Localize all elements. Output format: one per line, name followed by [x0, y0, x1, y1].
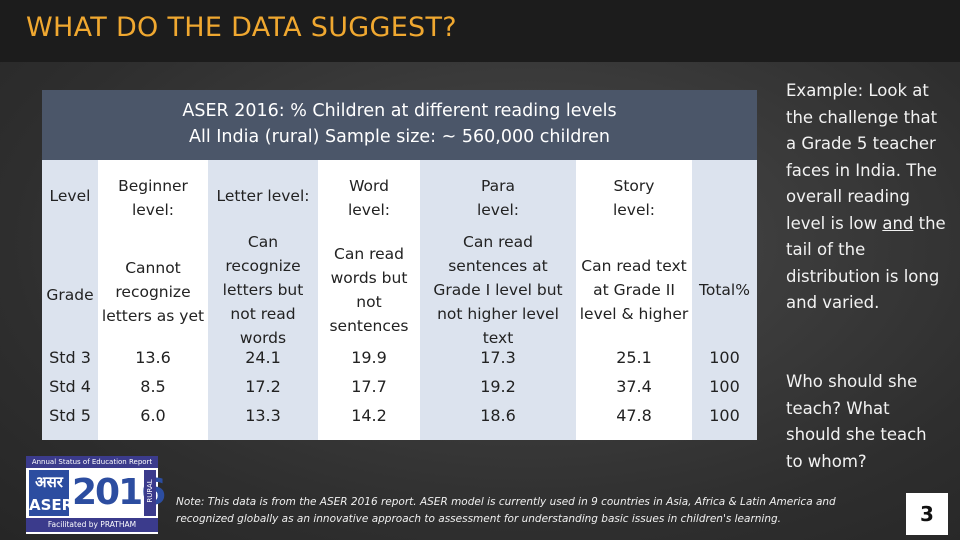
logo-facilitated-by: Facilitated by PRATHAM — [26, 518, 158, 532]
column-story: Story level: Can read text at Grade II l… — [578, 160, 690, 440]
column-level: Level Grade Std 3 Std 4 Std 5 — [42, 160, 98, 440]
logo-hindi-text: असर — [29, 470, 69, 494]
story-std4: 37.4 — [616, 377, 652, 396]
story-std3: 25.1 — [616, 348, 652, 367]
row-label-std3: Std 3 — [49, 348, 91, 367]
column-para: Para level: Can read sentences at Grade … — [420, 160, 576, 440]
letter-header: Letter level: — [216, 187, 310, 205]
word-header: Word level: — [347, 177, 391, 219]
total-header: Total% — [699, 281, 750, 299]
story-header: Story level: — [612, 177, 656, 219]
sidebar-paragraph-2: Who should she teach? What should she te… — [786, 372, 927, 471]
word-std5: 14.2 — [351, 406, 387, 425]
para-header: Para level: — [476, 177, 520, 219]
sidebar-text-1b: the tail of the distribution is long and… — [786, 213, 946, 313]
letter-std3: 24.1 — [245, 348, 281, 367]
row-label-std4: Std 4 — [49, 377, 91, 396]
level-header: Level — [49, 187, 91, 205]
sidebar-text-1a: Example: Look at the challenge that a Gr… — [786, 81, 938, 233]
para-std3: 17.3 — [480, 348, 516, 367]
word-std3: 19.9 — [351, 348, 387, 367]
para-description: Can read sentences at Grade I level but … — [433, 233, 563, 347]
footnote: Note: This data is from the ASER 2016 re… — [176, 496, 836, 525]
beginner-header: Beginner level: — [118, 177, 188, 219]
table-header: ASER 2016: % Children at different readi… — [42, 90, 757, 160]
column-word: Word level: Can read words but not sente… — [320, 160, 418, 440]
logo-year: 2016 — [72, 472, 166, 513]
total-std4: 100 — [709, 377, 740, 396]
sidebar-paragraph-1: Example: Look at the challenge that a Gr… — [786, 78, 946, 317]
table-header-line-1: ASER 2016: % Children at different readi… — [182, 101, 617, 121]
table-header-line-2: All India (rural) Sample size: ~ 560,000… — [189, 127, 610, 147]
sidebar-text-underlined: and — [882, 213, 914, 233]
word-description: Can read words but not sentences — [329, 245, 409, 335]
total-std5: 100 — [709, 406, 740, 425]
grade-label: Grade — [46, 286, 94, 304]
total-std3: 100 — [709, 348, 740, 367]
column-total: Total% 100 100 100 — [692, 160, 757, 440]
beginner-std3: 13.6 — [135, 348, 171, 367]
letter-std4: 17.2 — [245, 377, 281, 396]
aser-2016-logo: Annual Status of Education Report असर AS… — [26, 456, 166, 534]
beginner-std5: 6.0 — [140, 406, 166, 425]
title-bar: WHAT DO THE DATA SUGGEST? — [0, 0, 960, 62]
word-std4: 17.7 — [351, 377, 387, 396]
column-letter: Letter level: Can recognize letters but … — [208, 160, 318, 440]
para-std5: 18.6 — [480, 406, 516, 425]
slide-title: WHAT DO THE DATA SUGGEST? — [26, 12, 457, 43]
column-beginner: Beginner level: Cannot recognize letters… — [100, 160, 206, 440]
para-std4: 19.2 — [480, 377, 516, 396]
logo-aser-text: ASER — [29, 494, 74, 516]
logo-report-name: Annual Status of Education Report — [26, 456, 158, 468]
story-std5: 47.8 — [616, 406, 652, 425]
story-description: Can read text at Grade II level & higher — [579, 257, 689, 323]
logo-rural-band: RURAL — [144, 470, 156, 516]
letter-description: Can recognize letters but not read words — [222, 233, 304, 347]
reading-levels-table: ASER 2016: % Children at different readi… — [42, 90, 757, 440]
beginner-std4: 8.5 — [140, 377, 166, 396]
beginner-description: Cannot recognize letters as yet — [101, 259, 205, 325]
page-number: 3 — [906, 493, 948, 535]
row-label-std5: Std 5 — [49, 406, 91, 425]
letter-std5: 13.3 — [245, 406, 281, 425]
logo-rural-text: RURAL — [146, 479, 154, 503]
